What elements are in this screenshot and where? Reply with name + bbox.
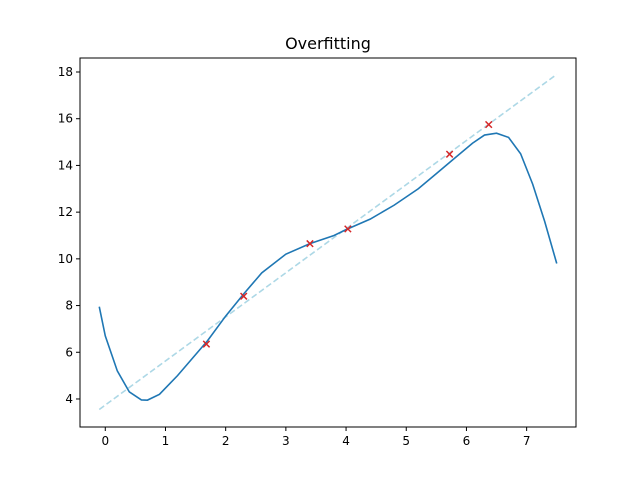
x-tick-label: 3 [282, 434, 290, 448]
y-tick-label: 8 [65, 299, 73, 313]
x-tick-label: 4 [342, 434, 350, 448]
data-point-marker [202, 340, 211, 348]
x-tick-label: 7 [523, 434, 531, 448]
y-tick-label: 4 [65, 392, 73, 406]
x-tick-label: 5 [402, 434, 410, 448]
y-tick-label: 14 [58, 158, 73, 172]
y-tick-label: 10 [58, 252, 73, 266]
axes-frame [79, 57, 577, 428]
y-tick-label: 12 [58, 205, 73, 219]
data-point-marker [484, 120, 493, 129]
x-tick-label: 6 [463, 434, 471, 448]
y-tick-label: 18 [58, 65, 73, 79]
y-tick-label: 16 [58, 112, 73, 126]
data-point-marker [344, 225, 352, 233]
x-tick-label: 2 [222, 434, 230, 448]
data-point-marker [239, 292, 248, 300]
data-point-marker [445, 150, 454, 158]
y-tick-label: 6 [65, 345, 73, 359]
x-tick-label: 0 [101, 434, 109, 448]
data-point-marker [306, 239, 314, 248]
linear-fit-line [98, 73, 558, 411]
x-tick-label: 1 [162, 434, 170, 448]
chart-title: Overfitting [285, 34, 371, 53]
overfit-curve-line [98, 132, 558, 401]
